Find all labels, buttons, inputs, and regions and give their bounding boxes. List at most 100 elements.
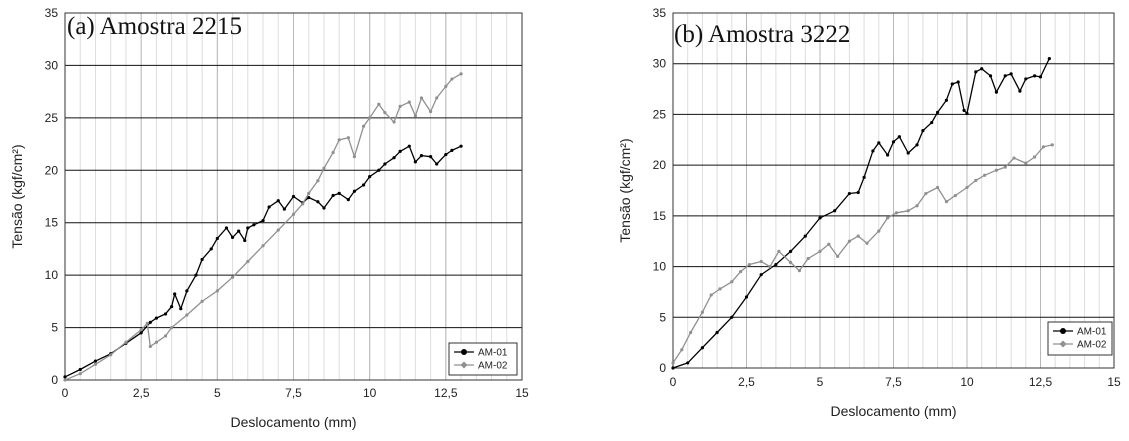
- legend: AM-01 AM-02: [1047, 321, 1113, 356]
- data-point: [383, 162, 387, 166]
- data-point: [93, 362, 98, 366]
- legend-label: AM-02: [478, 361, 508, 372]
- y-tick-label: 5: [51, 321, 58, 335]
- x-tick-label: 5: [214, 386, 221, 400]
- data-point: [983, 173, 987, 177]
- series-line: [672, 58, 1050, 369]
- chart-title: (b) Amostra 3222: [674, 21, 850, 48]
- data-point: [886, 153, 890, 157]
- y-tick-label: 0: [51, 373, 58, 387]
- data-point: [950, 82, 954, 86]
- data-point: [392, 120, 396, 124]
- data-point: [444, 84, 448, 88]
- data-point: [243, 238, 247, 243]
- y-tick-label: 35: [45, 6, 59, 20]
- legend-marker-diamond: [1059, 340, 1067, 348]
- data-point: [261, 244, 265, 248]
- data-point: [252, 223, 256, 227]
- x-axis-label: Deslocamento (mm): [830, 403, 956, 419]
- data-point: [267, 205, 271, 209]
- x-tick-label: 15: [515, 386, 529, 400]
- data-point: [429, 109, 433, 114]
- data-point: [63, 378, 67, 382]
- data-point: [413, 114, 417, 118]
- data-point: [322, 166, 326, 170]
- x-tick-label: 5: [817, 375, 824, 389]
- data-point: [173, 292, 177, 296]
- data-point: [759, 259, 763, 264]
- data-point: [352, 189, 357, 193]
- data-point: [322, 206, 326, 210]
- data-point: [237, 229, 241, 233]
- data-point: [392, 156, 396, 160]
- y-tick-label: 10: [45, 268, 59, 282]
- legend-marker-diamond: [460, 361, 468, 369]
- data-point: [331, 150, 335, 155]
- data-point: [93, 359, 98, 363]
- data-point: [994, 90, 999, 94]
- data-point: [777, 249, 781, 253]
- data-point: [906, 209, 910, 213]
- data-point: [435, 96, 439, 100]
- data-point: [316, 200, 320, 204]
- data-point: [215, 236, 219, 241]
- data-point: [789, 260, 793, 265]
- data-point: [818, 249, 822, 253]
- x-tick-label: 15: [1107, 375, 1121, 389]
- data-point: [921, 129, 925, 133]
- data-point: [337, 138, 341, 142]
- data-point: [377, 102, 381, 106]
- data-point: [368, 116, 372, 120]
- legend-label: AM-01: [1077, 327, 1107, 338]
- data-point: [459, 144, 463, 148]
- data-point: [856, 190, 860, 195]
- legend-label: AM-01: [478, 348, 508, 359]
- data-point: [953, 193, 957, 198]
- data-point: [744, 295, 749, 299]
- data-point: [689, 330, 693, 335]
- y-tick-label: 25: [45, 111, 59, 125]
- data-point: [419, 96, 424, 100]
- data-point: [398, 104, 402, 108]
- data-point: [124, 340, 128, 344]
- data-point: [407, 144, 411, 148]
- legend-marker-circle: [461, 349, 467, 355]
- data-point: [671, 366, 675, 370]
- data-point: [1024, 161, 1028, 165]
- data-point: [246, 259, 250, 264]
- data-point: [148, 344, 152, 349]
- data-point: [194, 273, 198, 277]
- data-point: [444, 152, 448, 157]
- legend-box: [448, 342, 518, 376]
- data-point: [435, 162, 439, 166]
- data-point: [718, 287, 722, 291]
- data-point: [78, 367, 82, 372]
- x-tick-label: 0: [670, 375, 677, 389]
- data-point: [680, 348, 684, 352]
- x-tick-label: 2,5: [738, 375, 755, 389]
- data-point: [715, 330, 719, 335]
- legend-marker-circle: [1060, 328, 1066, 334]
- data-point: [974, 70, 978, 74]
- data-point: [774, 262, 778, 267]
- data-point: [337, 191, 341, 195]
- data-point: [865, 241, 869, 245]
- data-point: [316, 179, 320, 183]
- y-tick-label: 20: [653, 158, 667, 172]
- data-point: [671, 361, 675, 365]
- data-point: [906, 151, 910, 155]
- y-tick-label: 35: [653, 6, 667, 20]
- data-point: [413, 160, 417, 164]
- data-point: [797, 269, 802, 273]
- data-point: [291, 212, 296, 216]
- data-point: [179, 307, 183, 311]
- data-point: [980, 67, 984, 71]
- data-point: [886, 216, 890, 220]
- y-tick-label: 10: [653, 260, 667, 274]
- data-point: [686, 361, 690, 365]
- data-point: [818, 216, 822, 220]
- chart-panel-b: 0 5 10 15 20 25 30 35 0 2,5 5 7,5 10 12,5 15 Deslocamen…: [617, 6, 1121, 419]
- data-point: [230, 235, 235, 239]
